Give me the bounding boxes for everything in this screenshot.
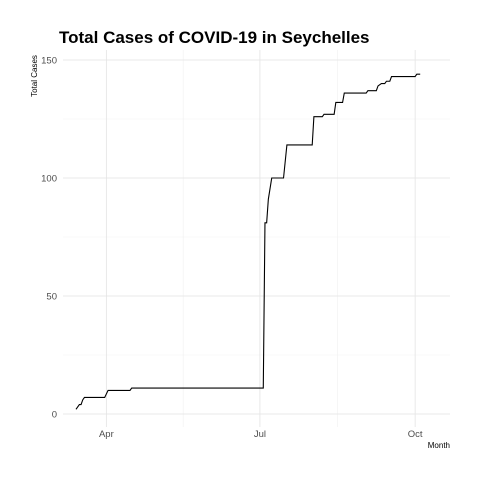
series-line: [75, 73, 421, 410]
y-axis-tick-labels: 0 50 100 150: [41, 56, 57, 421]
x-axis-title: Month: [428, 441, 450, 450]
y-axis-title: Total Cases: [30, 55, 39, 97]
x-axis-tick-labels: Apr Jul Oct: [99, 429, 423, 440]
x-tick-label: Jul: [254, 429, 266, 440]
x-tick-label: Oct: [408, 429, 423, 440]
y-tick-label: 100: [41, 174, 57, 185]
x-tick-label: Apr: [99, 429, 114, 440]
y-tick-label: 0: [52, 410, 57, 421]
series-group: [75, 73, 421, 410]
grid-lines: [63, 50, 450, 427]
chart-title: Total Cases of COVID-19 in Seychelles: [59, 28, 370, 47]
y-tick-label: 150: [41, 56, 57, 67]
y-tick-label: 50: [46, 292, 57, 303]
